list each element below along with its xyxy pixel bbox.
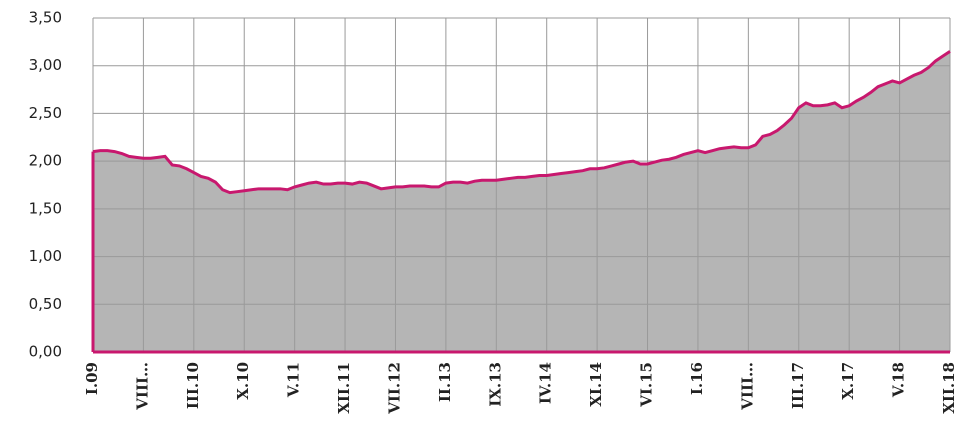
- x-tick-label: XII.11: [335, 362, 353, 414]
- y-tick-label: 2,50: [29, 104, 62, 122]
- y-tick-label: 1,00: [29, 247, 62, 265]
- y-tick-label: 2,00: [29, 152, 62, 170]
- y-tick-label: 3,50: [29, 9, 62, 27]
- x-tick-label: V.11: [285, 362, 303, 398]
- x-tick-label: XII.18: [940, 362, 957, 414]
- x-tick-label: III.10: [184, 362, 202, 409]
- area: [93, 51, 950, 353]
- x-tick-label: XI.14: [587, 362, 605, 407]
- x-tick-label: VIII…: [133, 362, 151, 411]
- x-tick-label: IX.13: [486, 362, 504, 407]
- x-tick-label: IV.14: [537, 362, 555, 404]
- y-tick-label: 3,00: [29, 56, 62, 74]
- x-tick-label: II.13: [436, 362, 454, 402]
- x-tick-label: VIII…: [738, 362, 756, 411]
- y-tick-label: 1,50: [29, 199, 62, 217]
- y-tick-label: 0,50: [29, 295, 62, 313]
- x-tick-label: I.09: [83, 362, 101, 395]
- x-tick-label: VII.12: [385, 362, 403, 415]
- line: [92, 50, 951, 195]
- x-tick-label: V.18: [890, 362, 908, 398]
- x-tick-label: III.17: [789, 362, 807, 409]
- x-tick-label: X.17: [839, 362, 857, 400]
- x-tick-label: X.10: [234, 362, 252, 400]
- x-tick-label: I.16: [688, 362, 706, 395]
- y-tick-label: 0,00: [29, 343, 62, 361]
- x-tick-label: VI.15: [638, 362, 656, 408]
